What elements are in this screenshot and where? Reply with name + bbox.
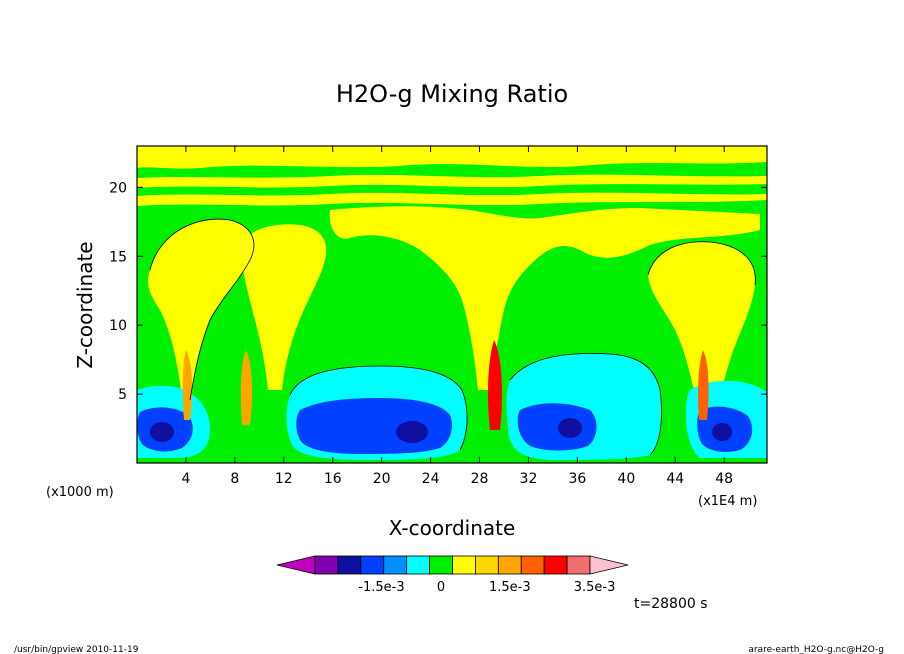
contour-plume-2 <box>240 224 327 390</box>
colorbar-cell <box>520 555 545 575</box>
y-axis-ticks: 5 10 15 20 <box>109 180 767 403</box>
x-tick-label: 4 <box>181 471 190 487</box>
colorbar-cell <box>314 555 339 575</box>
colorbar-cell <box>406 555 430 575</box>
colorbar-cell <box>429 555 453 575</box>
x-tick-label: 32 <box>520 471 538 487</box>
colorbar-cell <box>497 555 522 575</box>
contour-core-right <box>517 403 597 451</box>
x-tick-label: 44 <box>666 471 684 487</box>
contour-core-mid <box>296 398 452 454</box>
colorbar-label: 0 <box>437 580 445 595</box>
colorbar-cell <box>452 555 476 575</box>
contour-deep-left <box>150 422 174 442</box>
contour-plume-3 <box>329 206 760 390</box>
contour-upper-band <box>137 146 767 169</box>
x-axis-ticks: 4 8 12 16 20 24 28 32 36 40 44 48 <box>181 146 733 487</box>
updraft-core-1 <box>182 350 193 420</box>
y-tick-label: 20 <box>109 180 127 196</box>
y-tick-label: 15 <box>109 249 127 265</box>
colorbar-cell <box>566 555 591 575</box>
colorbar-cell <box>383 555 408 575</box>
colorbar-label: -1.5e-3 <box>358 580 404 595</box>
x-tick-label: 16 <box>324 471 342 487</box>
colorbar-cell <box>543 555 568 575</box>
contour-plume-1 <box>148 219 254 400</box>
colorbar-max-arrow <box>589 555 629 575</box>
x-tick-label: 8 <box>230 471 239 487</box>
plot-area <box>137 146 767 463</box>
chart-title: H2O-g Mixing Ratio <box>336 80 568 108</box>
updraft-core-3 <box>487 340 502 430</box>
contour-lines <box>149 218 756 456</box>
colorbar-min-arrow <box>276 555 316 575</box>
y-tick-label: 5 <box>118 387 127 403</box>
colorbar: -1.5e-3 0 1.5e-3 3.5e-3 <box>276 555 629 595</box>
colorbar-cell <box>337 555 362 575</box>
x-tick-label: 48 <box>715 471 733 487</box>
x-tick-label: 24 <box>422 471 440 487</box>
x-axis-label: X-coordinate <box>389 516 516 540</box>
x-tick-label: 28 <box>471 471 489 487</box>
x-tick-label: 20 <box>373 471 391 487</box>
footer-right: arare-earth_H2O-g.nc@H2O-g <box>748 645 884 654</box>
colorbar-cell <box>475 555 499 575</box>
colorbar-label: 1.5e-3 <box>489 580 531 595</box>
updraft-core-4 <box>698 350 709 420</box>
x-tick-label: 40 <box>617 471 635 487</box>
footer-left: /usr/bin/gpview 2010-11-19 <box>14 645 139 654</box>
contour-deep-right <box>558 418 582 438</box>
colorbar-label: 3.5e-3 <box>574 580 616 595</box>
contour-deep-far-right <box>712 423 732 441</box>
contour-deep-mid <box>396 421 428 443</box>
time-label: t=28800 s <box>634 596 708 612</box>
colorbar-cell <box>360 555 385 575</box>
x-unit-note: (x1E4 m) <box>698 494 757 509</box>
contour-upper-band-2 <box>137 174 767 188</box>
updraft-core-2 <box>240 350 253 425</box>
y-axis-label: Z-coordinate <box>73 241 97 368</box>
x-tick-label: 36 <box>568 471 586 487</box>
y-unit-note: (x1000 m) <box>46 485 114 500</box>
contour-plume-4 <box>648 241 756 410</box>
x-tick-label: 12 <box>275 471 293 487</box>
y-tick-label: 10 <box>109 318 127 334</box>
contour-upper-band-3 <box>137 192 767 206</box>
plot-frame <box>136 145 768 464</box>
